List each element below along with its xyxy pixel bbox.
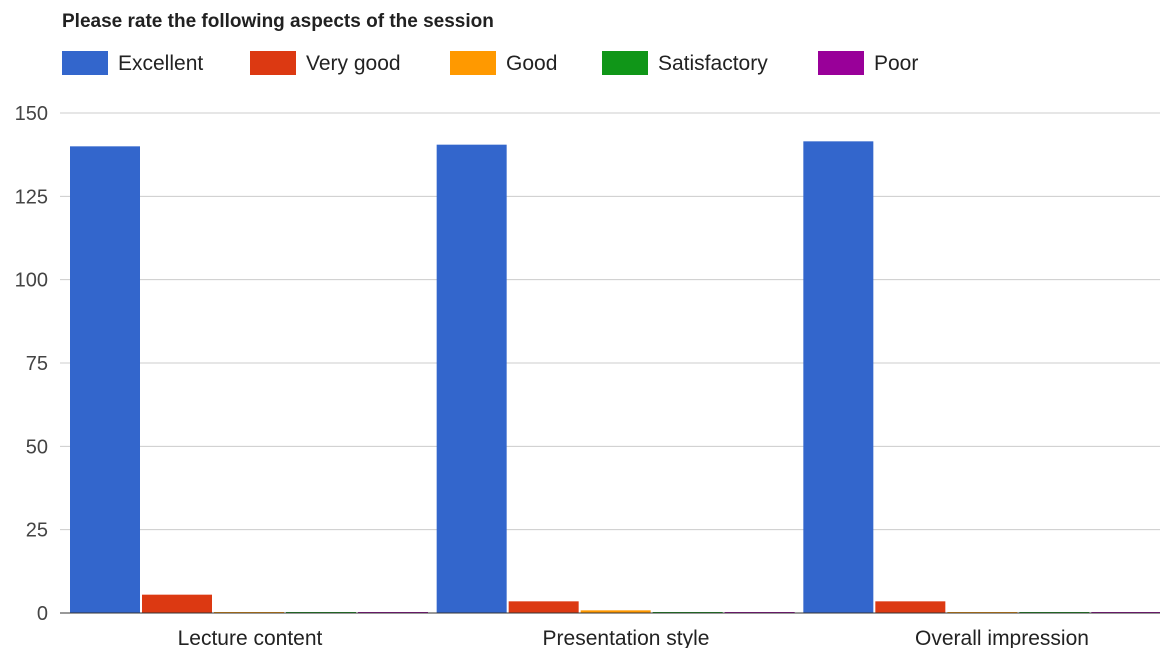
x-axis-labels: Lecture content Presentation style Overall… xyxy=(178,627,1089,648)
bar-group xyxy=(436,144,795,613)
y-tick-label: 125 xyxy=(15,186,48,208)
legend-label: Poor xyxy=(874,52,918,75)
y-tick-label: 75 xyxy=(26,353,48,375)
bar-excellent[interactable] xyxy=(803,141,874,614)
legend-item-satisfactory: Satisfactory xyxy=(602,51,768,75)
legend-label: Satisfactory xyxy=(658,52,768,75)
legend-swatch xyxy=(602,51,648,75)
legend-label: Excellent xyxy=(118,52,203,75)
bar-excellent[interactable] xyxy=(70,146,140,614)
y-tick-label: 0 xyxy=(37,603,48,625)
x-category-label: Lecture content xyxy=(178,627,323,648)
legend-swatch xyxy=(818,51,864,75)
legend-swatch xyxy=(250,51,296,75)
x-category-label: Presentation style xyxy=(543,627,710,648)
y-tick-label: 150 xyxy=(15,103,48,125)
bar-group xyxy=(70,146,428,614)
bars xyxy=(70,141,1160,614)
legend-item-excellent: Excellent xyxy=(62,51,203,75)
bar-group xyxy=(803,141,1160,614)
legend-item-very-good: Very good xyxy=(250,51,401,75)
y-axis-ticks: 0 25 50 75 100 125 150 xyxy=(15,103,48,625)
chart-title: Please rate the following aspects of the… xyxy=(62,11,494,32)
gridlines xyxy=(60,112,1160,531)
y-tick-label: 100 xyxy=(15,270,48,292)
x-category-label: Overall impression xyxy=(915,627,1089,648)
legend-label: Very good xyxy=(306,52,401,75)
legend-swatch xyxy=(450,51,496,75)
legend-item-good: Good xyxy=(450,51,557,75)
bar-very-good[interactable] xyxy=(875,601,946,613)
bar-very-good[interactable] xyxy=(508,601,579,613)
legend-item-poor: Poor xyxy=(818,51,918,75)
bar-excellent[interactable] xyxy=(436,144,507,613)
legend-label: Good xyxy=(506,52,557,75)
y-tick-label: 25 xyxy=(26,520,48,542)
bar-very-good[interactable] xyxy=(142,594,212,613)
y-tick-label: 50 xyxy=(26,436,48,458)
legend: Excellent Very good Good Satisfactory Poor xyxy=(62,51,918,75)
bar-good[interactable] xyxy=(580,610,651,613)
legend-swatch xyxy=(62,51,108,75)
